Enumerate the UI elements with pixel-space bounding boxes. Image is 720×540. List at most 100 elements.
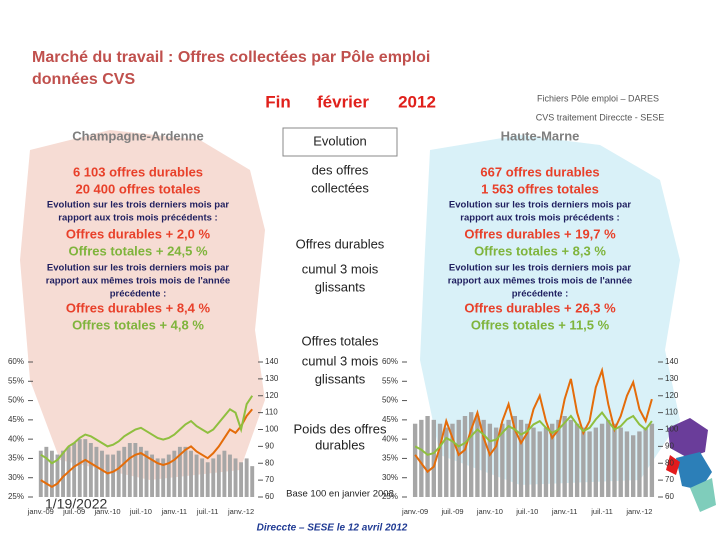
center-column <box>283 128 397 500</box>
bar <box>55 454 60 497</box>
y2-tick-label: 100 <box>265 425 279 434</box>
bar <box>150 454 155 497</box>
bar <box>574 423 580 497</box>
period: Fin <box>265 92 291 111</box>
y-tick-label: 45% <box>382 415 398 424</box>
panel-line: rapport aux trois mois précédents : <box>460 213 619 224</box>
bar <box>244 458 249 497</box>
bar <box>637 431 642 497</box>
source: Fichiers Pôle emploi – DARES <box>537 93 659 103</box>
bar <box>606 419 611 497</box>
x-tick-label: janv.-12 <box>625 507 652 516</box>
bar <box>431 419 436 497</box>
panel-line: Evolution sur les trois derniers mois pa… <box>449 263 631 274</box>
y2-tick-label: 120 <box>265 391 279 400</box>
panel-line: Evolution sur les trois derniers mois pa… <box>47 263 229 274</box>
line <box>40 395 254 465</box>
bar <box>100 450 104 497</box>
bar <box>419 419 424 497</box>
y-tick-label: 30% <box>8 473 24 482</box>
panel-line: précédente : <box>110 289 167 300</box>
bar <box>612 423 617 497</box>
bar <box>250 466 255 497</box>
x-tick-label: janv.-09 <box>401 507 428 516</box>
x-tick-label: janv.-10 <box>93 507 120 516</box>
panel-line: rapport aux mêmes trois mois de l'année <box>448 276 632 287</box>
y2-tick-label: 130 <box>665 374 679 383</box>
bar <box>205 462 210 497</box>
bar <box>200 458 205 497</box>
bar <box>500 423 505 497</box>
bar <box>525 423 530 497</box>
mini-map-part <box>690 478 716 512</box>
bar <box>412 423 418 497</box>
mini-map <box>666 418 716 512</box>
bar <box>138 446 143 497</box>
bar <box>462 416 468 497</box>
line <box>414 411 653 456</box>
panel-line: Evolution sur les trois derniers mois pa… <box>449 200 631 211</box>
line <box>40 408 253 489</box>
date: 1/19/2022 <box>45 496 107 512</box>
center-line: Offres totales <box>301 333 379 348</box>
panel-line: Offres totales + 11,5 % <box>471 317 610 332</box>
x-tick-label: janv.-12 <box>227 507 254 516</box>
x-tick-label: janv.-10 <box>476 507 503 516</box>
panel-line: Offres durables + 26,3 % <box>464 300 616 315</box>
bar <box>161 458 166 497</box>
center-line: glissants <box>315 371 366 386</box>
bar <box>228 454 232 497</box>
y-tick-label: 60% <box>8 357 24 366</box>
y-tick-label: 25% <box>382 492 398 501</box>
bar <box>562 416 567 497</box>
bar <box>183 446 188 497</box>
bar <box>550 423 555 497</box>
panel-line: 20 400 offres totales <box>75 181 200 196</box>
bar <box>631 435 636 497</box>
y2-tick-label: 60 <box>265 492 274 501</box>
source: CVS traitement Direccte - SESE <box>536 112 665 122</box>
center-line: Evolution <box>313 133 366 148</box>
y-tick-label: 55% <box>382 376 398 385</box>
center-line: Base 100 en janvier 2008 <box>286 489 394 500</box>
mini-map-part <box>668 418 708 458</box>
panel-line: Offres durables + 8,4 % <box>66 300 211 315</box>
bar <box>518 419 524 497</box>
subtitle: données CVS <box>32 71 135 88</box>
mini-map-part <box>666 455 680 475</box>
credit: Direccte – SESE le 12 avril 2012 <box>257 523 408 534</box>
center-line: des offres <box>312 162 369 177</box>
bar <box>487 423 493 497</box>
bar <box>83 439 88 497</box>
bar <box>155 458 160 497</box>
y2-tick-label: 110 <box>665 408 678 417</box>
y2-tick-label: 90 <box>265 441 274 450</box>
bar <box>77 439 82 497</box>
bar <box>618 427 623 497</box>
y2-tick-label: 140 <box>265 357 279 366</box>
panel-line: rapport aux mêmes trois mois de l'année <box>46 276 230 287</box>
bar <box>493 427 499 497</box>
bar <box>122 446 127 497</box>
panel-line: précédente : <box>512 289 569 300</box>
bar <box>127 443 132 497</box>
y-tick-label: 50% <box>8 396 24 405</box>
bar <box>216 454 221 497</box>
x-tick-label: janv.-11 <box>161 507 188 516</box>
panel-line: Offres totales + 4,8 % <box>72 317 204 332</box>
bar <box>222 450 227 497</box>
bar <box>643 427 648 497</box>
panel-line: Offres totales + 24,5 % <box>68 243 208 258</box>
region-map-left <box>20 130 265 480</box>
period: février <box>317 92 369 111</box>
bar <box>211 458 216 497</box>
panel-line: Offres totales + 8,3 % <box>474 243 606 258</box>
panel-line: rapport aux trois mois précédents : <box>58 213 217 224</box>
bar <box>61 450 65 497</box>
x-tick-label: juil.-09 <box>440 507 463 516</box>
bar <box>537 431 542 497</box>
bar <box>450 423 455 497</box>
bar <box>233 458 238 497</box>
region-map-right <box>420 135 680 485</box>
